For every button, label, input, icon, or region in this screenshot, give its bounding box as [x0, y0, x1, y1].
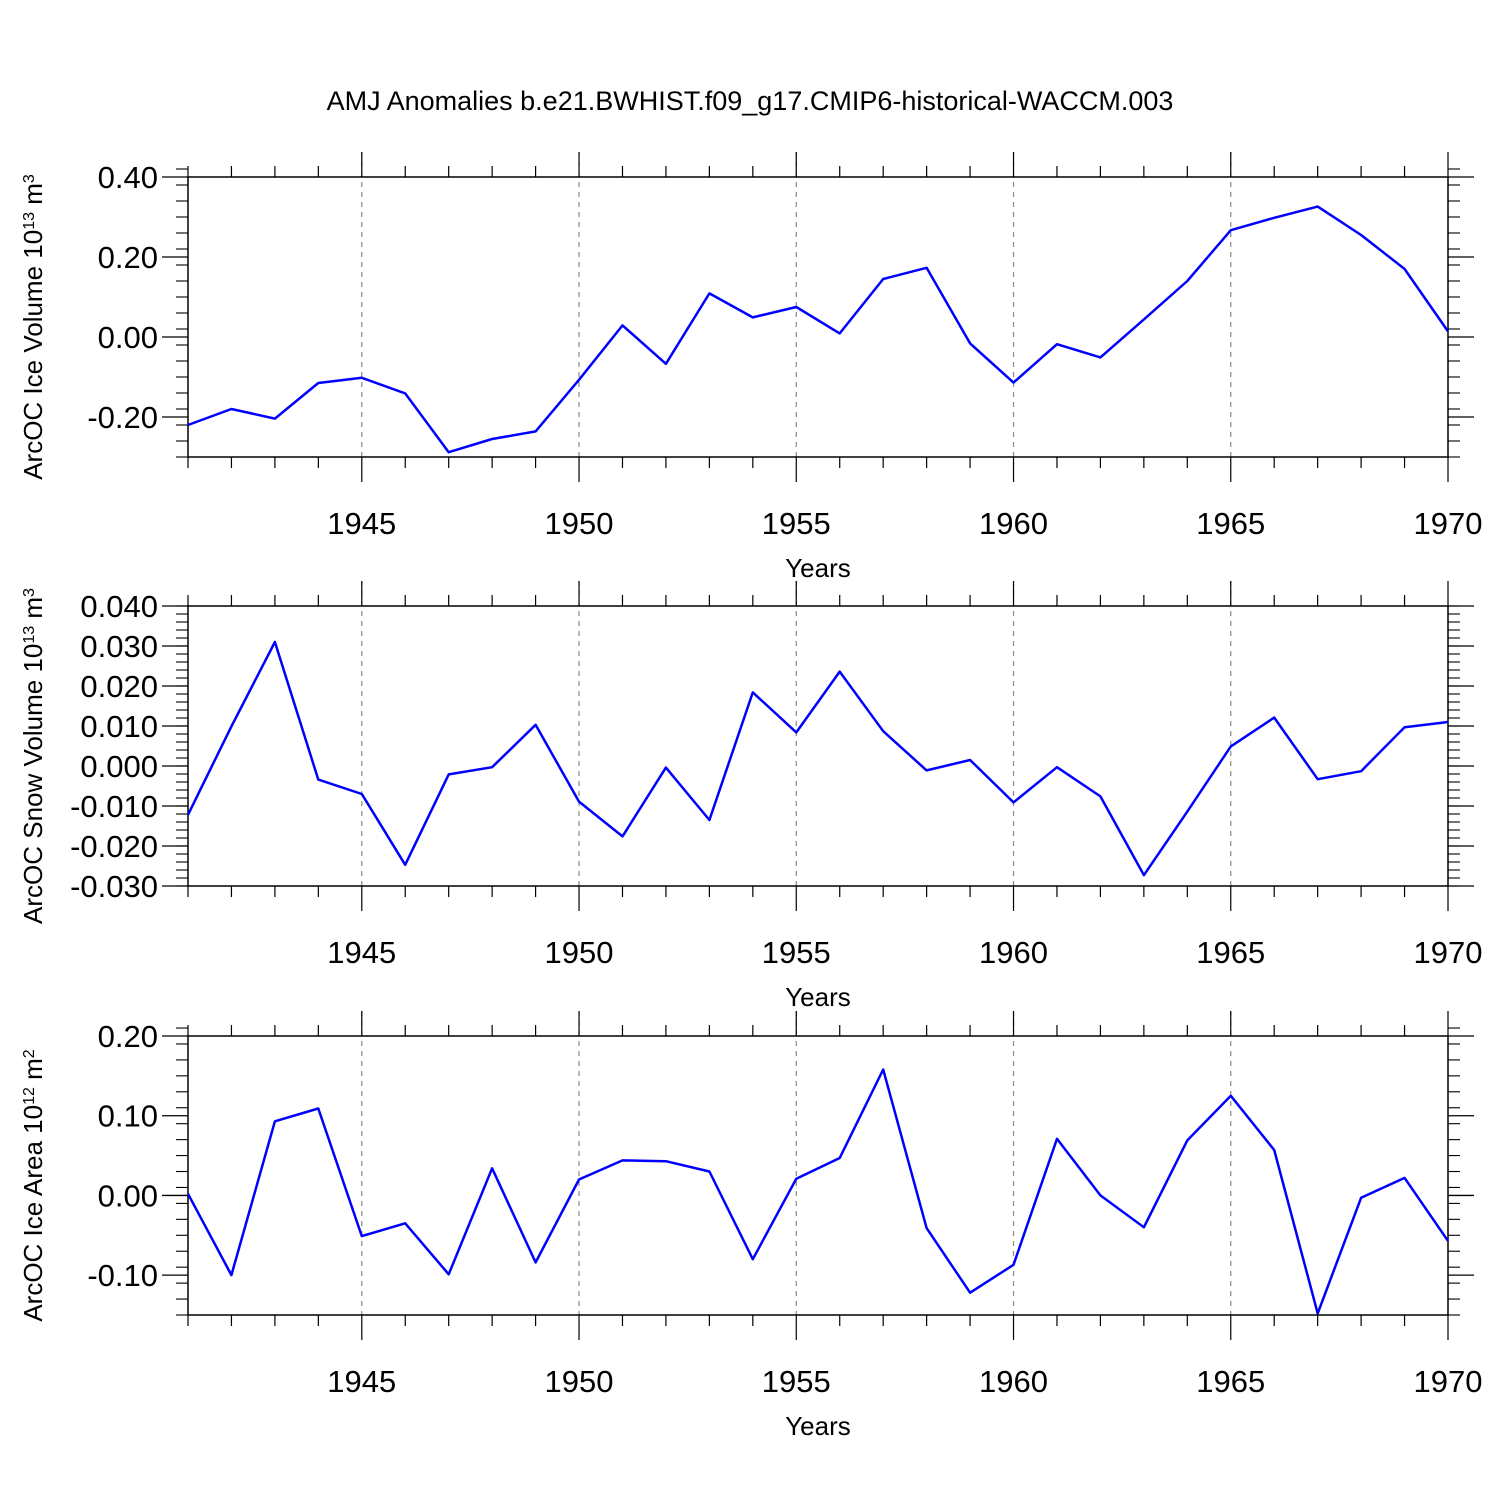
- x-tick-label: 1965: [1196, 1364, 1265, 1399]
- x-tick-label: 1945: [327, 935, 396, 970]
- x-tick-label: 1960: [979, 506, 1048, 541]
- x-tick-label: 1950: [545, 1364, 614, 1399]
- x-tick-label: 1955: [762, 506, 831, 541]
- chart-panel-3: -0.10 0.00 0.10 0.20 1945 1950 1955 1960 1965 197…: [18, 1011, 1482, 1441]
- y-tick-label: -0.10: [87, 1258, 158, 1293]
- x-axis-label: Years: [785, 982, 851, 1012]
- chart-panel-1: -0.20 0.00 0.20 0.40 1945 1950 1955 1960 1965 197…: [18, 152, 1482, 583]
- y-tick-label: 0.10: [98, 1099, 158, 1134]
- x-axis-label: Years: [785, 553, 851, 583]
- y-tick-label: -0.020: [70, 829, 158, 864]
- x-tick-label: 1970: [1414, 1364, 1483, 1399]
- x-tick-label: 1965: [1196, 506, 1265, 541]
- series-line: [186, 640, 1449, 877]
- y-tick-label: 0.00: [98, 320, 158, 355]
- plot-frame: [187, 176, 1449, 458]
- x-tick-label: 1955: [762, 935, 831, 970]
- y-axis-label: ArcOC Snow Volume 1013 m3: [18, 588, 48, 924]
- series-line: [187, 205, 1450, 454]
- figure-title: AMJ Anomalies b.e21.BWHIST.f09_g17.CMIP6…: [327, 86, 1174, 116]
- y-tick-label: 0.20: [98, 1019, 158, 1054]
- x-tick-label: 1970: [1414, 935, 1483, 970]
- y-tick-label: 0.030: [80, 629, 158, 664]
- plot-frame: [187, 605, 1449, 887]
- y-axis-label: ArcOC Ice Area 1012 m2: [18, 1049, 48, 1321]
- y-tick-label: 0.20: [98, 240, 158, 275]
- y-tick-label: 0.00: [98, 1178, 158, 1213]
- x-tick-label: 1950: [545, 506, 614, 541]
- y-tick-label: 0.040: [80, 589, 158, 624]
- y-tick-label: 0.40: [98, 160, 158, 195]
- y-tick-label: -0.030: [70, 869, 158, 904]
- y-tick-label: -0.010: [70, 789, 158, 824]
- x-tick-label: 1945: [327, 506, 396, 541]
- x-tick-label: 1955: [762, 1364, 831, 1399]
- x-tick-label: 1960: [979, 935, 1048, 970]
- chart-panel-2: -0.030 -0.020 -0.010 0.000 0.010 0.020 0.030 0.…: [18, 581, 1482, 1012]
- x-tick-label: 1960: [979, 1364, 1048, 1399]
- y-tick-label: -0.20: [87, 400, 158, 435]
- x-tick-label: 1945: [327, 1364, 396, 1399]
- y-tick-label: 0.020: [80, 669, 158, 704]
- series-line: [186, 1068, 1450, 1315]
- x-tick-label: 1965: [1196, 935, 1265, 970]
- y-tick-label: 0.000: [80, 749, 158, 784]
- plot-frame: [187, 1035, 1449, 1316]
- x-tick-label: 1970: [1414, 506, 1483, 541]
- x-axis-label: Years: [785, 1411, 851, 1441]
- x-tick-label: 1950: [545, 935, 614, 970]
- y-axis-label: ArcOC Ice Volume 1013 m3: [18, 174, 48, 480]
- y-tick-label: 0.010: [80, 709, 158, 744]
